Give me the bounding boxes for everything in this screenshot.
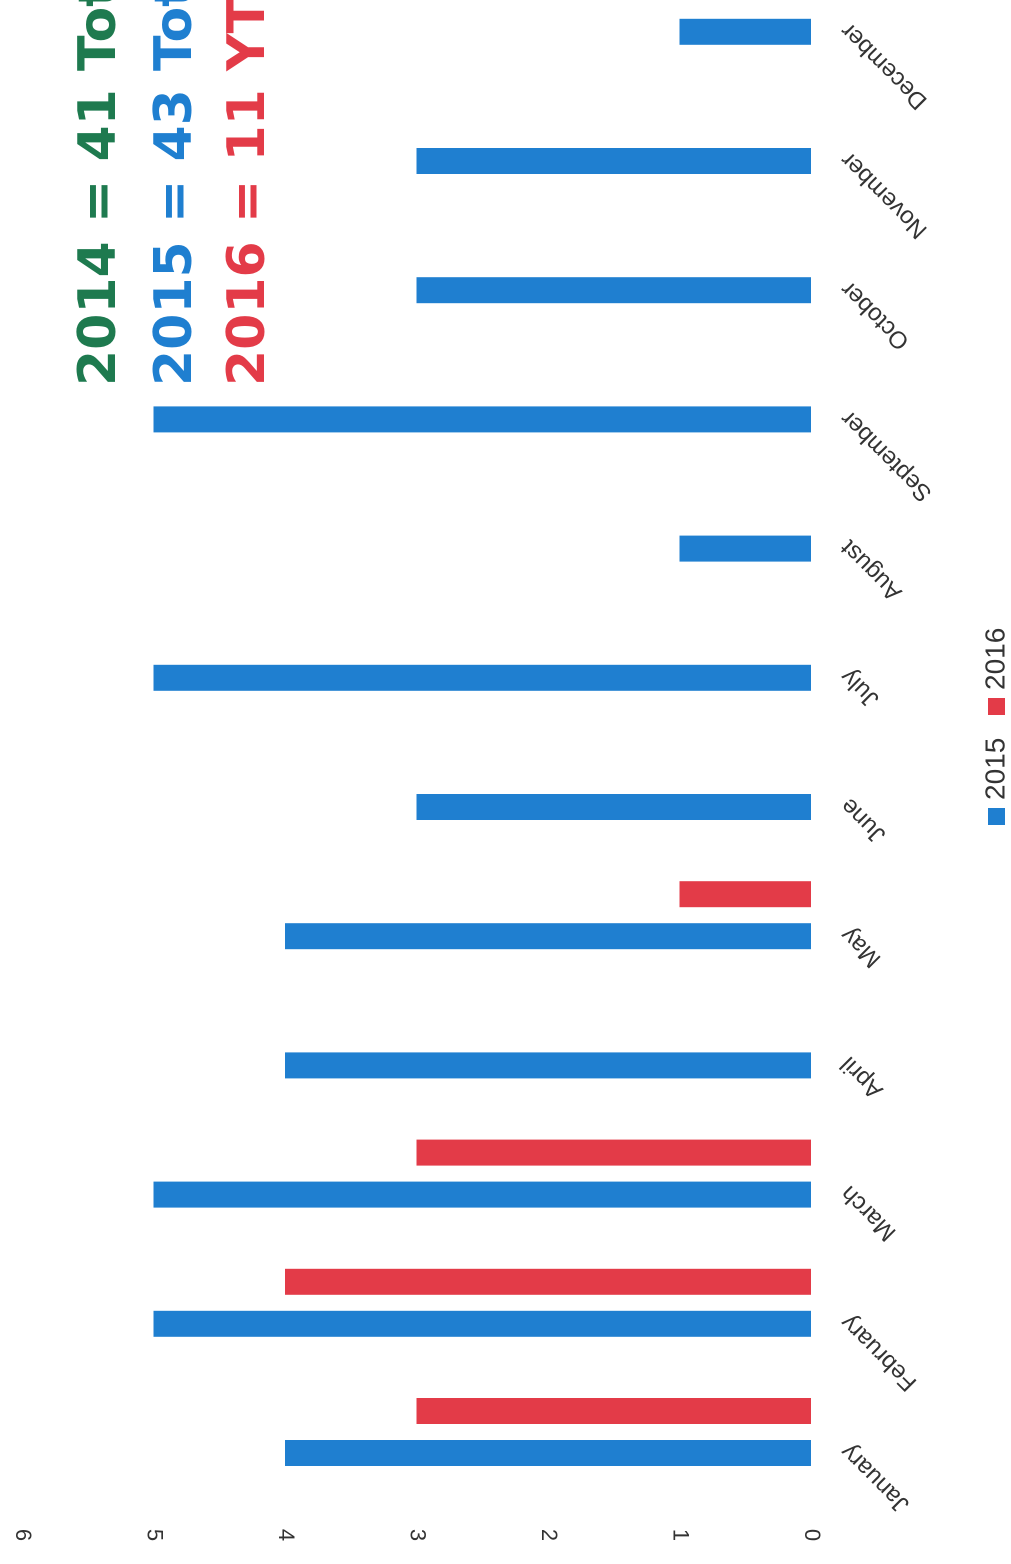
totals-group: 2014 = 41 Total 2015 = 43 Total 2016 = 1… <box>68 0 277 386</box>
bar-2015-march <box>153 1181 811 1208</box>
tick-label-0: 0 <box>800 1529 825 1541</box>
bar-2016-march <box>416 1139 811 1166</box>
bar-2015-june <box>416 794 811 820</box>
tick-label-4: 4 <box>274 1529 299 1541</box>
category-label-april: April <box>835 1051 888 1104</box>
category-label-may: May <box>835 922 886 973</box>
category-label-july: July <box>835 664 884 713</box>
category-label-june: June <box>835 793 891 849</box>
bar-2016-may <box>679 881 811 908</box>
bar-2015-november <box>416 148 811 174</box>
legend: 2015 2016 <box>979 628 1010 825</box>
total-2014: 2014 = 41 Total <box>68 0 128 386</box>
category-label-february: February <box>835 1310 922 1397</box>
bars-group <box>153 18 811 1466</box>
legend-label-2016: 2016 <box>979 628 1010 690</box>
category-labels: January February March April May June July Augu… <box>835 18 937 1519</box>
bar-2015-july <box>153 664 811 691</box>
tick-label-2: 2 <box>537 1529 562 1541</box>
bar-2015-august <box>679 535 811 562</box>
tick-label-5: 5 <box>143 1529 168 1541</box>
bar-2015-april <box>285 1052 811 1079</box>
category-label-december: December <box>835 18 932 115</box>
total-2015: 2015 = 43 Total <box>144 0 204 386</box>
category-label-september: September <box>835 405 937 507</box>
legend-swatch-2016 <box>988 698 1005 715</box>
bar-2015-february <box>153 1310 811 1337</box>
tick-label-3: 3 <box>406 1529 431 1541</box>
legend-swatch-2015 <box>988 808 1005 825</box>
bar-2016-january <box>416 1398 811 1424</box>
category-label-january: January <box>835 1439 914 1518</box>
tick-label-6: 6 <box>11 1529 36 1541</box>
bar-2015-may <box>285 923 811 950</box>
legend-label-2015: 2015 <box>979 738 1010 800</box>
bar-2015-september <box>153 406 811 433</box>
category-label-march: March <box>835 1180 901 1246</box>
tick-label-1: 1 <box>669 1529 694 1541</box>
bar-2015-december <box>679 18 811 45</box>
category-label-august: August <box>835 534 907 606</box>
category-label-november: November <box>835 147 932 244</box>
bar-2015-january <box>285 1440 811 1466</box>
value-axis-ticks: 0 1 2 3 4 5 6 <box>11 1529 825 1541</box>
total-2016: 2016 = 11 YTD <box>217 0 277 386</box>
bar-2016-february <box>285 1268 811 1295</box>
category-label-october: October <box>835 276 914 355</box>
bar-2015-october <box>416 277 811 304</box>
